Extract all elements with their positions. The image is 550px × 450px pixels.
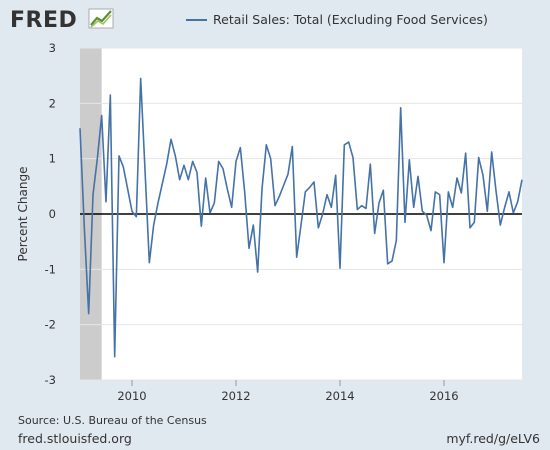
grid-layer — [80, 47, 522, 381]
y-tick-label: -1 — [45, 262, 56, 276]
y-tick-label: 2 — [49, 96, 56, 110]
short-link[interactable]: myf.red/g/eLV6 — [446, 431, 540, 446]
y-tick-labels: 3 2 1 0 -1 -2 -3 — [45, 41, 56, 387]
y-tick-label: -2 — [45, 318, 56, 332]
fred-logo[interactable]: FRED — [10, 8, 114, 33]
y-tick-label: -3 — [45, 373, 56, 387]
fred-logo-text: FRED — [10, 8, 77, 33]
y-tick-label: 1 — [49, 152, 56, 166]
chart-logo-icon — [88, 8, 114, 29]
legend: Retail Sales: Total (Excluding Food Serv… — [186, 12, 488, 27]
y-tick-label: 3 — [49, 41, 56, 55]
x-tick-label: 2014 — [325, 389, 354, 403]
x-tick-label: 2016 — [429, 389, 458, 403]
site-link[interactable]: fred.stlouisfed.org — [18, 431, 132, 446]
legend-label: Retail Sales: Total (Excluding Food Serv… — [213, 12, 488, 27]
x-tick-label: 2010 — [117, 389, 146, 403]
y-tick-label: 0 — [49, 207, 56, 221]
y-axis-title: Percent Change — [16, 167, 30, 262]
source-note: Source: U.S. Bureau of the Census — [18, 414, 207, 427]
series-line — [79, 77, 523, 358]
x-tick-label: 2012 — [221, 389, 250, 403]
series-layer — [79, 77, 523, 358]
x-tick-labels: 2010 2012 2014 2016 — [117, 380, 459, 403]
